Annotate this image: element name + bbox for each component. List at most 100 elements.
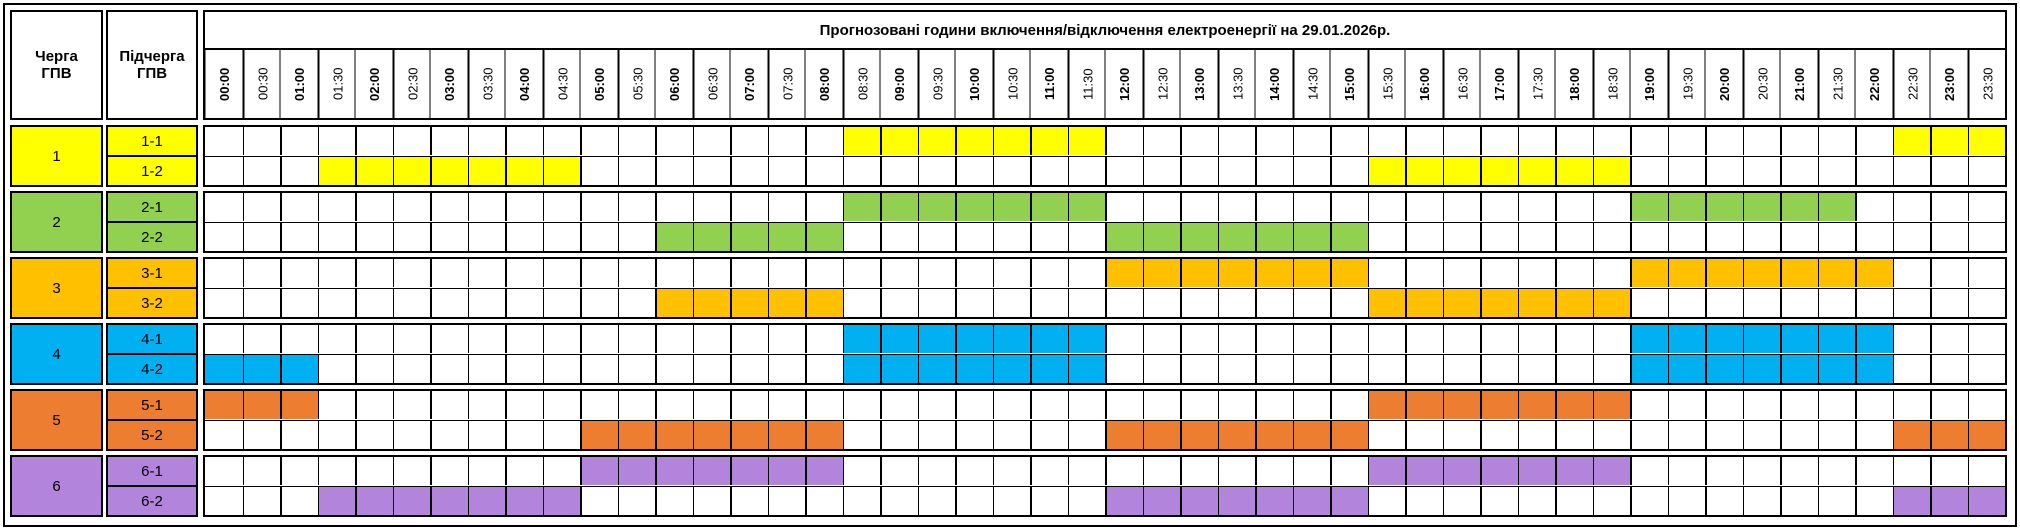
slot bbox=[692, 421, 730, 449]
slot bbox=[542, 457, 580, 485]
slot bbox=[355, 325, 393, 353]
slot bbox=[317, 421, 355, 449]
slot bbox=[1780, 157, 1818, 185]
slot bbox=[430, 421, 468, 449]
slot bbox=[1442, 259, 1480, 287]
slot bbox=[1817, 193, 1855, 221]
slot bbox=[280, 487, 318, 515]
slot bbox=[1592, 487, 1630, 515]
slot bbox=[355, 355, 393, 383]
time-label: 06:00 bbox=[655, 50, 693, 118]
slot bbox=[1667, 391, 1705, 419]
slot bbox=[1592, 289, 1630, 317]
slot bbox=[1480, 223, 1518, 251]
slot bbox=[1667, 325, 1705, 353]
slot bbox=[580, 157, 618, 185]
slot bbox=[992, 355, 1030, 383]
slot bbox=[205, 289, 243, 317]
slot bbox=[467, 325, 505, 353]
time-label: 05:00 bbox=[580, 50, 618, 118]
slot bbox=[280, 325, 318, 353]
slot bbox=[542, 289, 580, 317]
slot bbox=[1855, 355, 1893, 383]
time-label: 21:00 bbox=[1780, 50, 1818, 118]
slot bbox=[1105, 421, 1143, 449]
slot bbox=[1780, 259, 1818, 287]
slot bbox=[1780, 391, 1818, 419]
slot bbox=[1330, 127, 1368, 155]
slot bbox=[1555, 325, 1593, 353]
slot bbox=[1817, 259, 1855, 287]
slot bbox=[1967, 457, 2005, 485]
slot bbox=[805, 325, 843, 353]
slot bbox=[542, 421, 580, 449]
slot bbox=[1255, 259, 1293, 287]
slot bbox=[1817, 289, 1855, 317]
slot bbox=[580, 289, 618, 317]
slot bbox=[1780, 355, 1818, 383]
slot bbox=[1555, 457, 1593, 485]
slot bbox=[1555, 223, 1593, 251]
slot bbox=[580, 325, 618, 353]
slot bbox=[1067, 355, 1105, 383]
slot bbox=[767, 127, 805, 155]
slot bbox=[880, 421, 918, 449]
time-label: 20:30 bbox=[1742, 50, 1780, 118]
slot bbox=[1030, 223, 1068, 251]
slot bbox=[955, 193, 993, 221]
slot bbox=[1742, 127, 1780, 155]
slot bbox=[805, 127, 843, 155]
subgroup-label: 6-1 bbox=[106, 455, 198, 486]
slot bbox=[1480, 421, 1518, 449]
slot bbox=[1142, 457, 1180, 485]
time-label: 09:30 bbox=[917, 50, 955, 118]
slot bbox=[1817, 355, 1855, 383]
slot bbox=[580, 457, 618, 485]
slot bbox=[242, 157, 280, 185]
slot bbox=[1892, 289, 1930, 317]
group-header-text: Черга ГПВ bbox=[35, 48, 78, 82]
slot bbox=[655, 391, 693, 419]
slot bbox=[1817, 487, 1855, 515]
slot bbox=[1367, 457, 1405, 485]
slot bbox=[730, 259, 768, 287]
time-label: 06:30 bbox=[692, 50, 730, 118]
slot bbox=[242, 289, 280, 317]
group-label: 2 bbox=[10, 191, 103, 253]
slot bbox=[1255, 421, 1293, 449]
slot bbox=[355, 289, 393, 317]
slot bbox=[467, 193, 505, 221]
slot bbox=[1967, 421, 2005, 449]
time-label: 12:30 bbox=[1142, 50, 1180, 118]
slot bbox=[1405, 457, 1443, 485]
slot bbox=[1555, 421, 1593, 449]
slot bbox=[1630, 259, 1668, 287]
slot bbox=[880, 289, 918, 317]
slot bbox=[1517, 487, 1555, 515]
slot bbox=[392, 487, 430, 515]
slot bbox=[505, 355, 543, 383]
slot bbox=[430, 391, 468, 419]
slot bbox=[280, 355, 318, 383]
slot bbox=[617, 223, 655, 251]
slot bbox=[1105, 487, 1143, 515]
slot bbox=[317, 223, 355, 251]
time-label: 21:30 bbox=[1817, 50, 1855, 118]
slot bbox=[1967, 289, 2005, 317]
slot bbox=[1967, 259, 2005, 287]
slot bbox=[1517, 289, 1555, 317]
slot bbox=[1180, 289, 1218, 317]
slot bbox=[767, 223, 805, 251]
slot bbox=[1967, 355, 2005, 383]
slot bbox=[1630, 223, 1668, 251]
slot bbox=[1892, 325, 1930, 353]
slot bbox=[1292, 391, 1330, 419]
time-label: 05:30 bbox=[617, 50, 655, 118]
slot bbox=[917, 421, 955, 449]
slot bbox=[355, 421, 393, 449]
slot bbox=[805, 193, 843, 221]
slot bbox=[880, 193, 918, 221]
slot bbox=[805, 421, 843, 449]
subgroup-label: 3-2 bbox=[106, 288, 198, 319]
slot bbox=[1742, 259, 1780, 287]
